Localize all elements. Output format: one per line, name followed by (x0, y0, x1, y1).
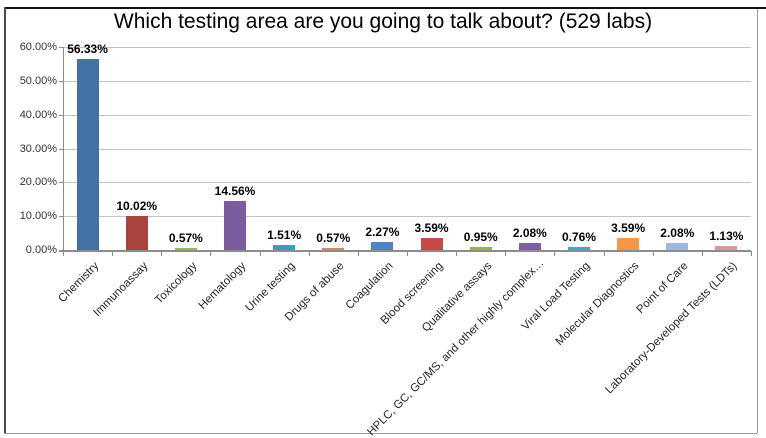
x-axis-tick (210, 251, 212, 256)
y-axis-tick (59, 216, 63, 218)
bar-coagulation (371, 242, 394, 250)
x-axis-tick (652, 251, 654, 256)
y-axis-line (63, 47, 64, 255)
frame-border-bottom (4, 433, 757, 434)
chart-title: Which testing area are you going to talk… (113, 10, 653, 33)
data-label-chemistry: 56.33% (67, 42, 108, 57)
x-axis-label-hplc-gc-gc-ms-and-other-highly-complex: HPLC, GC, GC/MS, and other highly comple… (365, 257, 547, 438)
x-axis-label-drugs-of-abuse: Drugs of abuse (283, 260, 347, 324)
y-axis-tick-label: 60.00% (19, 41, 57, 53)
frame-border-top (4, 7, 766, 9)
bar-laboratory-developed-tests-ldts (715, 246, 738, 250)
x-axis-tick (701, 251, 703, 256)
y-gridline (63, 216, 751, 218)
bar-toxicology (174, 248, 197, 250)
bar-hematology (224, 200, 246, 250)
bar-point-of-care (666, 242, 689, 250)
x-axis-tick (161, 251, 163, 256)
data-label-coagulation: 2.27% (365, 225, 400, 240)
data-label-viral-load-testing: 0.76% (561, 230, 597, 245)
data-label-drugs-of-abuse: 0.57% (316, 231, 351, 245)
data-label-molecular-diagnostics: 3.59% (611, 220, 646, 235)
y-gridline (63, 47, 751, 48)
x-axis-label-molecular-diagnostics: Molecular Diagnostics (553, 260, 642, 349)
x-axis-label-point-of-care: Point of Care (634, 260, 691, 316)
y-axis-tick-label: 0.00% (25, 244, 57, 256)
y-gridline (63, 148, 751, 150)
data-label-urine-testing: 1.51% (267, 227, 302, 242)
data-label-laboratory-developed-tests-ldts: 1.13% (709, 229, 744, 244)
x-axis-line (59, 250, 751, 252)
y-axis-tick-label: 40.00% (19, 108, 57, 121)
x-axis-label-laboratory-developed-tests-ldts: Laboratory-Developed Tests (LDTs) (603, 260, 740, 397)
bar-viral-load-testing (568, 247, 590, 250)
y-axis-tick-label: 30.00% (19, 142, 57, 155)
data-label-toxicology: 0.57% (168, 231, 203, 245)
y-axis-tick-label: 20.00% (19, 176, 57, 189)
y-axis-tick (59, 80, 63, 82)
x-axis-label-blood-screening: Blood screening (378, 260, 446, 327)
frame-border-right (757, 9, 758, 433)
x-axis-tick (308, 251, 310, 256)
x-axis-tick (63, 251, 64, 256)
data-label-immunoassay: 10.02% (116, 199, 158, 214)
y-axis-tick (59, 47, 63, 48)
x-axis-tick (456, 251, 458, 256)
x-axis-tick (407, 251, 408, 256)
x-axis-tick (112, 251, 114, 256)
data-label-qualitative-assays: 0.95% (463, 229, 498, 244)
bar-blood-screening (420, 237, 443, 250)
y-gridline (63, 182, 751, 184)
x-axis-label-coagulation: Coagulation (344, 260, 396, 312)
x-axis-label-viral-load-testing: Viral Load Testing (519, 260, 593, 333)
x-axis-tick (554, 251, 556, 256)
x-axis-tick (357, 251, 359, 256)
bar-immunoassay (125, 216, 148, 250)
y-axis-tick-label: 50.00% (19, 74, 57, 87)
bar-qualitative-assays (469, 246, 492, 250)
bar-urine-testing (273, 244, 296, 250)
x-axis-tick (751, 251, 752, 256)
x-axis-label-hematology: Hematology (196, 260, 249, 312)
x-axis-label-qualitative-assays: Qualitative assays (419, 260, 495, 335)
x-axis-label-urine-testing: Urine testing (243, 260, 298, 315)
y-axis-tick (59, 182, 63, 184)
y-gridline (63, 114, 751, 116)
x-axis-tick (505, 251, 507, 256)
bar-chemistry (76, 59, 99, 250)
x-axis-label-toxicology: Toxicology (152, 260, 200, 307)
bar-drugs-of-abuse (322, 248, 345, 250)
x-axis-tick (259, 251, 261, 256)
y-gridline (63, 80, 751, 82)
data-label-point-of-care: 2.08% (660, 225, 695, 240)
y-axis-tick (59, 114, 63, 116)
bar-hplc-gc-gc-ms-and-other-highly-complex (518, 242, 541, 250)
data-label-hplc-gc-gc-ms-and-other-highly-complex: 2.08% (512, 225, 547, 240)
frame-border-left (4, 7, 6, 433)
y-axis-tick (59, 148, 63, 150)
x-axis-tick (603, 251, 605, 256)
data-label-blood-screening: 3.59% (414, 220, 449, 235)
data-label-hematology: 14.56% (214, 183, 256, 198)
y-axis-tick-label: 10.00% (19, 210, 57, 223)
bar-molecular-diagnostics (617, 237, 640, 250)
